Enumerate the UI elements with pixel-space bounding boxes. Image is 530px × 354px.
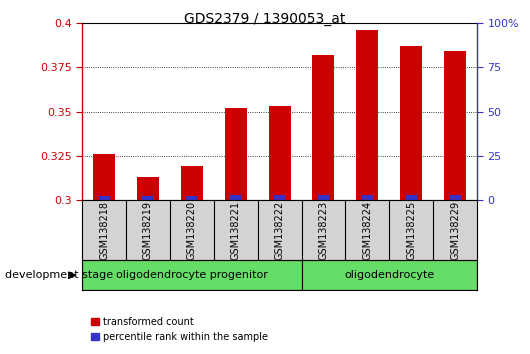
Text: GSM138219: GSM138219 <box>143 201 153 259</box>
Text: development stage: development stage <box>5 270 113 280</box>
Bar <box>302 260 477 290</box>
Bar <box>313 55 334 200</box>
Text: GDS2379 / 1390053_at: GDS2379 / 1390053_at <box>184 12 346 27</box>
Bar <box>187 196 197 200</box>
Text: GSM138223: GSM138223 <box>319 200 329 260</box>
Bar <box>181 166 203 200</box>
Text: GSM138218: GSM138218 <box>99 201 109 259</box>
Text: GSM138221: GSM138221 <box>231 200 241 260</box>
Bar <box>449 195 461 200</box>
Bar <box>93 154 115 200</box>
Legend: transformed count, percentile rank within the sample: transformed count, percentile rank withi… <box>87 313 271 346</box>
Text: GSM138222: GSM138222 <box>275 200 285 260</box>
Bar <box>318 195 329 200</box>
Bar <box>400 46 422 200</box>
Bar <box>444 51 466 200</box>
Bar <box>269 106 290 200</box>
Bar <box>356 30 378 200</box>
Text: GSM138220: GSM138220 <box>187 200 197 260</box>
Bar <box>143 196 154 200</box>
Text: GSM138225: GSM138225 <box>406 200 416 260</box>
Bar <box>274 195 285 200</box>
Text: GSM138229: GSM138229 <box>450 200 460 260</box>
Bar <box>230 195 241 200</box>
Bar <box>362 195 373 200</box>
Bar <box>99 196 110 200</box>
Bar <box>82 260 302 290</box>
Text: oligodendrocyte: oligodendrocyte <box>344 270 435 280</box>
Bar <box>225 108 246 200</box>
Text: GSM138224: GSM138224 <box>363 200 372 260</box>
Bar <box>405 195 417 200</box>
Bar <box>137 177 159 200</box>
Text: oligodendrocyte progenitor: oligodendrocyte progenitor <box>116 270 268 280</box>
